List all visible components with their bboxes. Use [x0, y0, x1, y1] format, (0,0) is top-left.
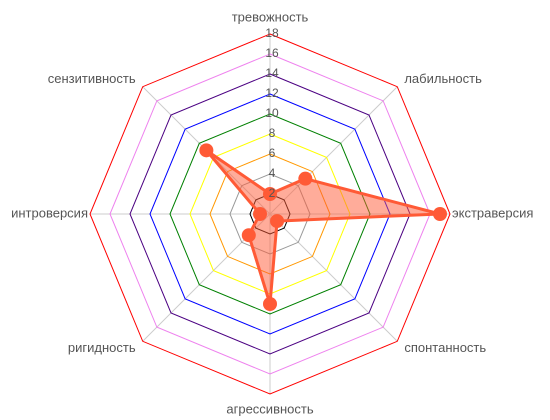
r-tick-label: 10: [265, 106, 279, 120]
r-tick-label: 6: [269, 146, 276, 160]
data-point: [253, 207, 267, 221]
data-point: [199, 143, 214, 158]
data-point: [433, 207, 447, 221]
r-tick-label: 4: [269, 166, 276, 180]
r-tick-label: 16: [265, 46, 279, 60]
category-label: интроверсия: [11, 205, 88, 220]
grid-ring: [109, 53, 431, 375]
category-label: спонтанность: [404, 340, 486, 355]
data-point: [270, 214, 285, 229]
r-tick-label: 2: [269, 186, 276, 200]
category-label: агрессивность: [226, 401, 313, 416]
r-tick-label: 12: [265, 86, 279, 100]
grid-ring: [169, 113, 371, 315]
r-tick-label: 8: [269, 126, 276, 140]
data-point: [298, 171, 313, 186]
grid-ring: [89, 33, 451, 395]
category-label: экстраверсия: [452, 205, 533, 220]
data-point: [263, 297, 277, 311]
data-point: [241, 228, 256, 243]
grid-ring: [149, 93, 391, 335]
category-label: тревожность: [232, 9, 309, 24]
r-tick-label: 14: [265, 66, 279, 80]
category-label: сензитивность: [48, 71, 136, 86]
spoke: [269, 213, 398, 342]
category-label: лабильность: [404, 71, 482, 86]
grid-ring: [129, 73, 411, 355]
data-point: [263, 187, 277, 201]
category-label: ригидность: [68, 340, 136, 355]
r-tick-label: 18: [265, 26, 279, 40]
